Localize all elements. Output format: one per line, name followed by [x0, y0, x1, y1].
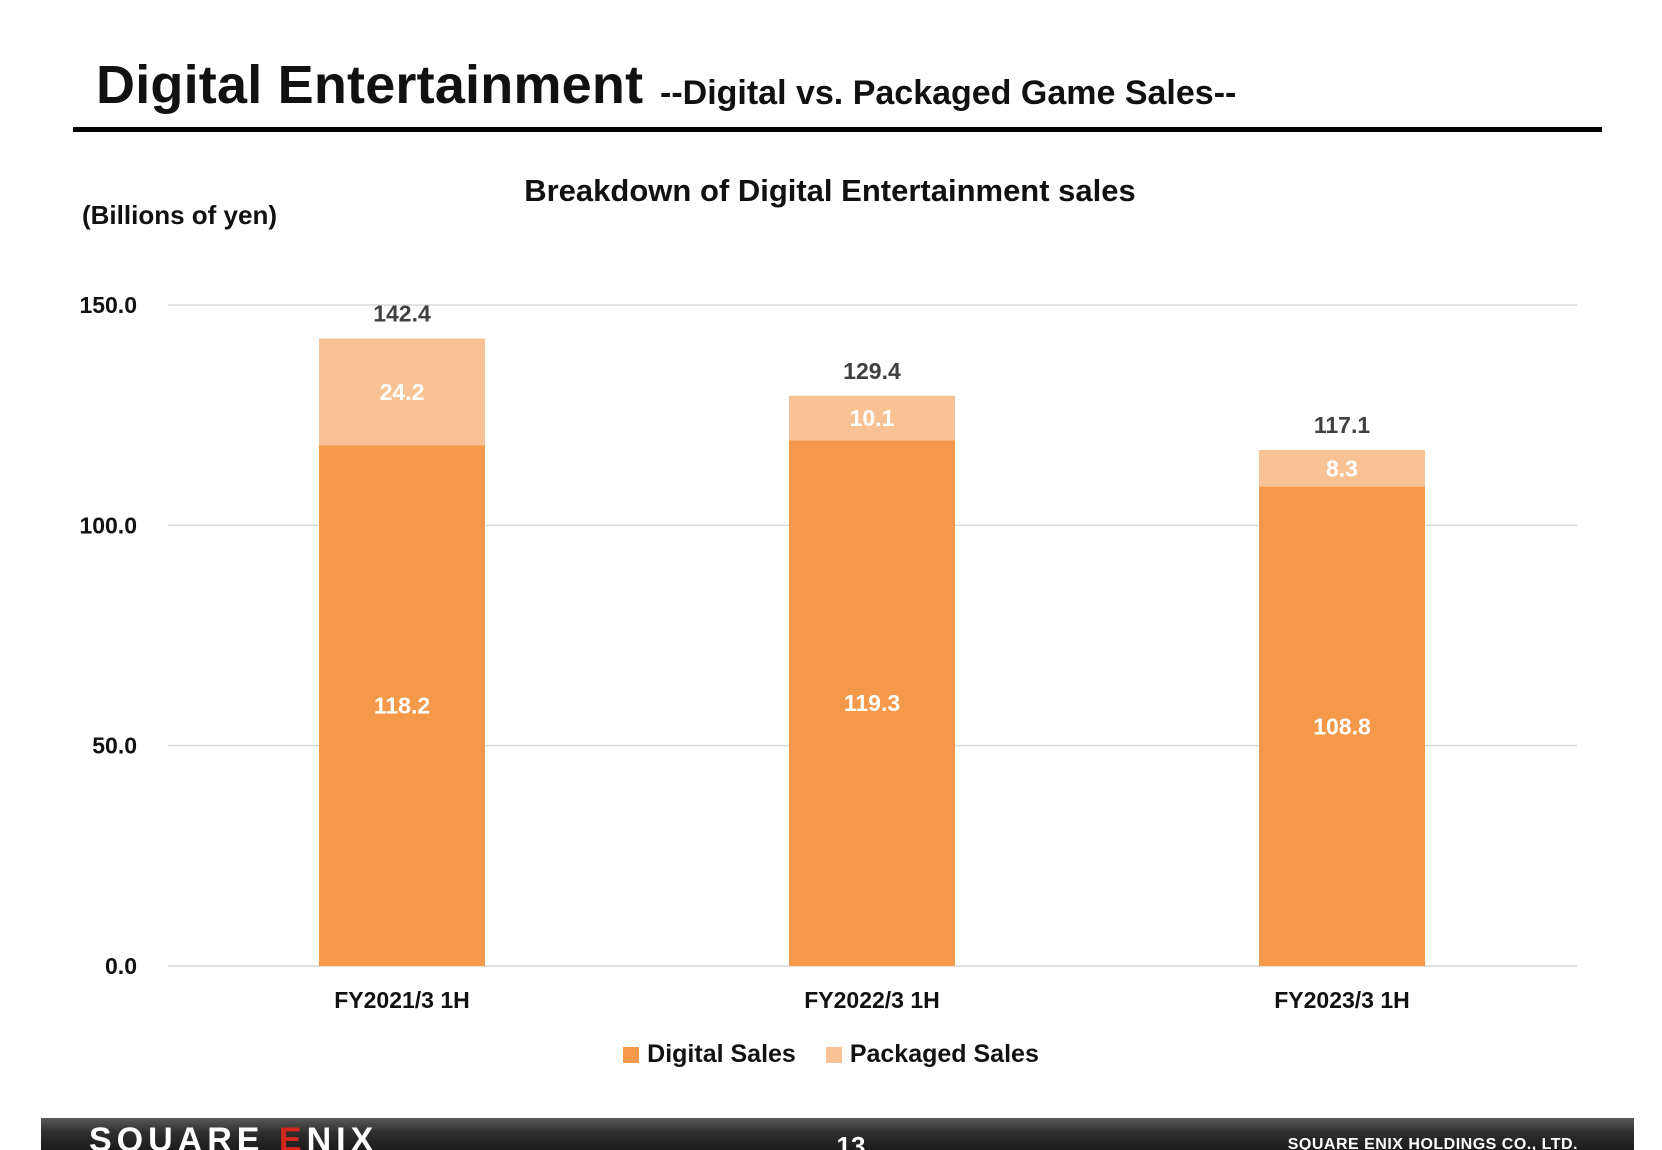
legend-swatch-digital-sales	[623, 1046, 640, 1063]
bar-packaged-sales	[319, 338, 485, 446]
bar-digital-sales	[1259, 486, 1425, 966]
bar-value-label: 108.8	[1313, 713, 1371, 739]
legend-label-digital-sales: Digital Sales	[647, 1040, 796, 1068]
y-axis-unit-label: (Billions of yen)	[82, 200, 277, 230]
y-tick-label: 150.0	[79, 292, 137, 318]
bars	[319, 338, 1425, 967]
legend-swatch-packaged-sales	[825, 1046, 842, 1063]
bar-packaged-sales	[789, 395, 955, 441]
legend-item-packaged-sales: Packaged Sales	[825, 1040, 1039, 1069]
title-divider	[73, 127, 1602, 132]
page-title: Digital Entertainment	[96, 55, 644, 115]
chart-title: Breakdown of Digital Entertainment sales	[524, 173, 1136, 208]
company-logo: SQUARE ENIX	[89, 1121, 379, 1150]
bar-value-label: 118.2	[374, 693, 430, 719]
legend-label-packaged-sales: Packaged Sales	[849, 1040, 1039, 1068]
bar-total-label: 129.4	[843, 358, 901, 384]
y-tick-label: 100.0	[79, 512, 137, 538]
bar-value-label: 8.3	[1326, 455, 1358, 481]
y-tick-label: 50.0	[92, 733, 137, 759]
x-axis-ticks: FY2021/3 1H FY2022/3 1H FY2023/3 1H	[334, 987, 1410, 1013]
x-tick-label: FY2023/3 1H	[1274, 987, 1410, 1013]
bar-digital-sales	[319, 445, 485, 967]
slide-header: Digital Entertainment --Digital vs. Pack…	[0, 0, 1662, 140]
bar-packaged-sales	[1259, 449, 1425, 487]
chart-legend: Digital Sales Packaged Sales	[0, 1040, 1662, 1069]
bar-total-label: 142.4	[373, 300, 431, 326]
bar-digital-sales	[789, 440, 955, 966]
page-subtitle: --Digital vs. Packaged Game Sales--	[660, 74, 1237, 112]
data-labels: 118.2 24.2 142.4 119.3 10.1 129.4 108.8 8.3 117.…	[373, 300, 1371, 739]
bar-value-label: 119.3	[844, 690, 900, 716]
bar-value-label: 10.1	[850, 405, 895, 431]
legend-item-digital-sales: Digital Sales	[623, 1040, 796, 1069]
page-number: 13	[836, 1131, 866, 1150]
slide-footer: SQUARE ENIX 13 SQUARE ENIX HOLDINGS CO.,…	[41, 1118, 1634, 1150]
bar-value-label: 24.2	[380, 379, 425, 405]
company-name: SQUARE ENIX HOLDINGS CO., LTD.	[1287, 1136, 1578, 1150]
x-tick-label: FY2022/3 1H	[804, 987, 940, 1013]
y-tick-label: 0.0	[105, 953, 137, 979]
y-axis-ticks: 0.0 50.0 100.0 150.0	[79, 292, 137, 979]
bar-total-label: 117.1	[1314, 412, 1370, 438]
stacked-bar-chart: 0.0 50.0 100.0 150.0 118.2 24.2 142.4 119.3 10.…	[79, 292, 1577, 1013]
x-tick-label: FY2021/3 1H	[334, 987, 470, 1013]
